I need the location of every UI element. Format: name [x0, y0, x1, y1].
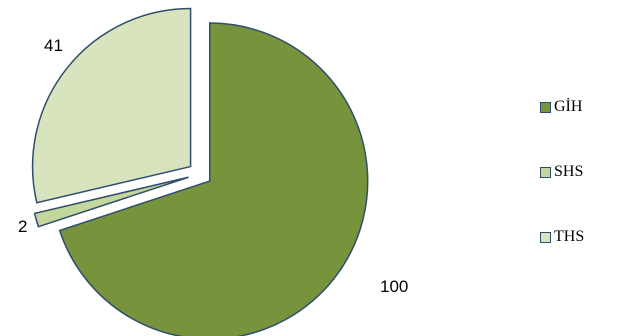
- legend-item-ths: THS: [540, 227, 640, 247]
- legend-swatch-shs: [540, 166, 551, 178]
- pie-slice-gi̇h: [58, 22, 369, 336]
- pie-slices: [31, 7, 369, 336]
- legend-label-shs: SHS: [554, 163, 584, 180]
- legend-swatch-ths: [540, 231, 551, 243]
- legend-item-gih: GİH: [540, 97, 640, 117]
- legend: GİH SHS THS: [540, 97, 640, 292]
- data-labels: 100 2 41: [18, 36, 408, 296]
- data-label-ths: 41: [44, 36, 63, 55]
- pie-slice-shs: [33, 176, 189, 228]
- data-label-gi̇h: 100: [380, 277, 408, 296]
- data-label-shs: 2: [18, 217, 27, 236]
- legend-item-shs: SHS: [540, 162, 640, 182]
- legend-label-gih: GİH: [554, 98, 583, 115]
- legend-swatch-gih: [540, 101, 551, 113]
- legend-label-ths: THS: [554, 228, 585, 245]
- pie-slice-ths: [31, 7, 192, 204]
